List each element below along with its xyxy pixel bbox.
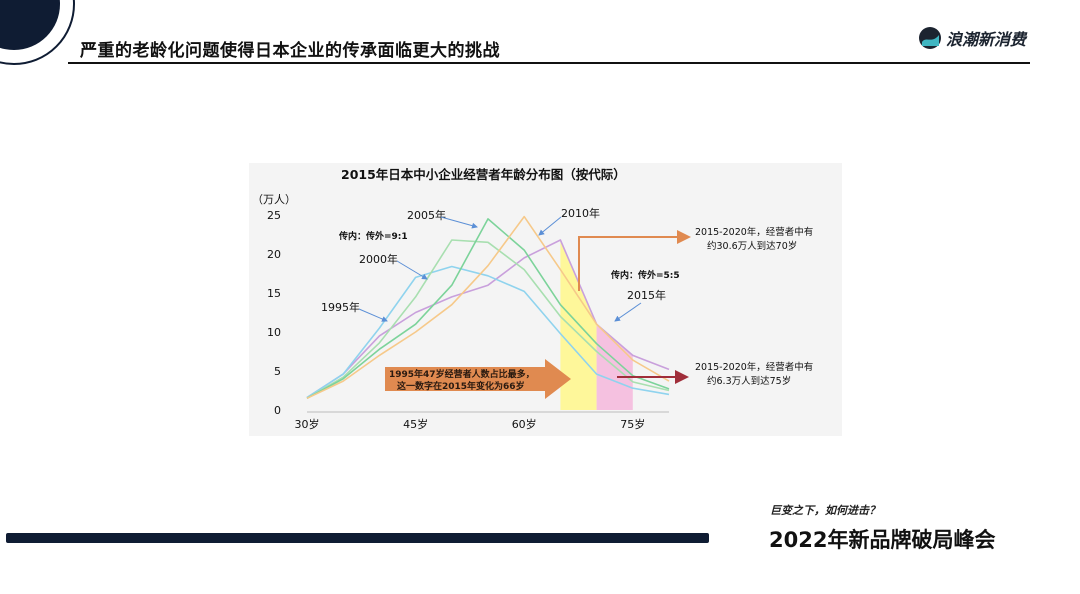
x-tick-30: 30岁 [295, 417, 320, 431]
note-bottom-line-1: 2015-2020年，经营者中有 [695, 361, 813, 373]
y-tick-5: 5 [274, 365, 281, 378]
note-top-arrow [578, 230, 691, 291]
y-axis-unit: （万人） [252, 193, 296, 206]
ratio-label-a: 传内：传外=9:1 [338, 230, 408, 242]
series-line-1 [306, 239, 670, 399]
y-tick-0: 0 [274, 404, 281, 417]
y-tick-20: 20 [267, 248, 281, 261]
note-top-line-2: 约30.6万人到达70岁 [707, 240, 797, 252]
x-tick-45: 45岁 [403, 417, 428, 431]
label-2000: 2000年 [359, 252, 398, 266]
note-top-line-1: 2015-2020年，经营者中有 [695, 226, 813, 238]
pointer-2000 [396, 260, 428, 280]
label-2015: 2015年 [627, 288, 666, 302]
x-tick-75: 75岁 [620, 417, 645, 431]
pointer-2015 [614, 302, 642, 322]
summit-title: 2022年新品牌破局峰会 [769, 528, 996, 552]
y-tick-15: 15 [267, 287, 281, 300]
series-line-4 [306, 218, 670, 400]
series-line-2 [306, 265, 670, 399]
title-divider [68, 62, 1030, 64]
y-tick-10: 10 [267, 326, 281, 339]
highlight-text-2: 这一数字在2015年变化为66岁 [397, 380, 525, 392]
series-line-5 [306, 215, 670, 400]
x-tick-60: 60岁 [512, 417, 537, 431]
label-2005: 2005年 [407, 208, 446, 222]
note-bottom-line-2: 约6.3万人到达75岁 [707, 375, 791, 387]
slide-title: 严重的老龄化问题使得日本企业的传承面临更大的挑战 [80, 41, 500, 61]
chart-title: 2015年日本中小企业经营者年龄分布图（按代际） [341, 167, 626, 182]
pointer-2010 [538, 216, 562, 236]
pointer-1995 [358, 308, 388, 322]
label-1995: 1995年 [321, 300, 360, 314]
footer-bar [6, 533, 709, 543]
label-2010: 2010年 [561, 206, 600, 220]
highlight-block-arrow [385, 359, 571, 399]
age-distribution-chart: 2015年日本中小企业经营者年龄分布图（按代际） （万人） 0 5 10 15 20 25… [252, 167, 813, 431]
pointer-2005 [440, 216, 478, 229]
series-line-3 [306, 239, 670, 399]
brand-name: 浪潮新消费 [946, 30, 1027, 49]
ratio-label-b: 传内：传外=5:5 [610, 269, 680, 281]
wave-logo-icon [919, 27, 941, 49]
corner-decoration [0, 0, 75, 65]
slogan: 巨变之下，如何进击？ [770, 504, 880, 517]
highlight-text-1: 1995年47岁经营者人数占比最多， [389, 368, 535, 380]
brand-logo: 浪潮新消费 [918, 24, 1026, 52]
chart-panel: 2015年日本中小企业经营者年龄分布图（按代际） （万人） 0 5 10 15 20 25… [249, 163, 842, 436]
y-tick-25: 25 [267, 209, 281, 222]
